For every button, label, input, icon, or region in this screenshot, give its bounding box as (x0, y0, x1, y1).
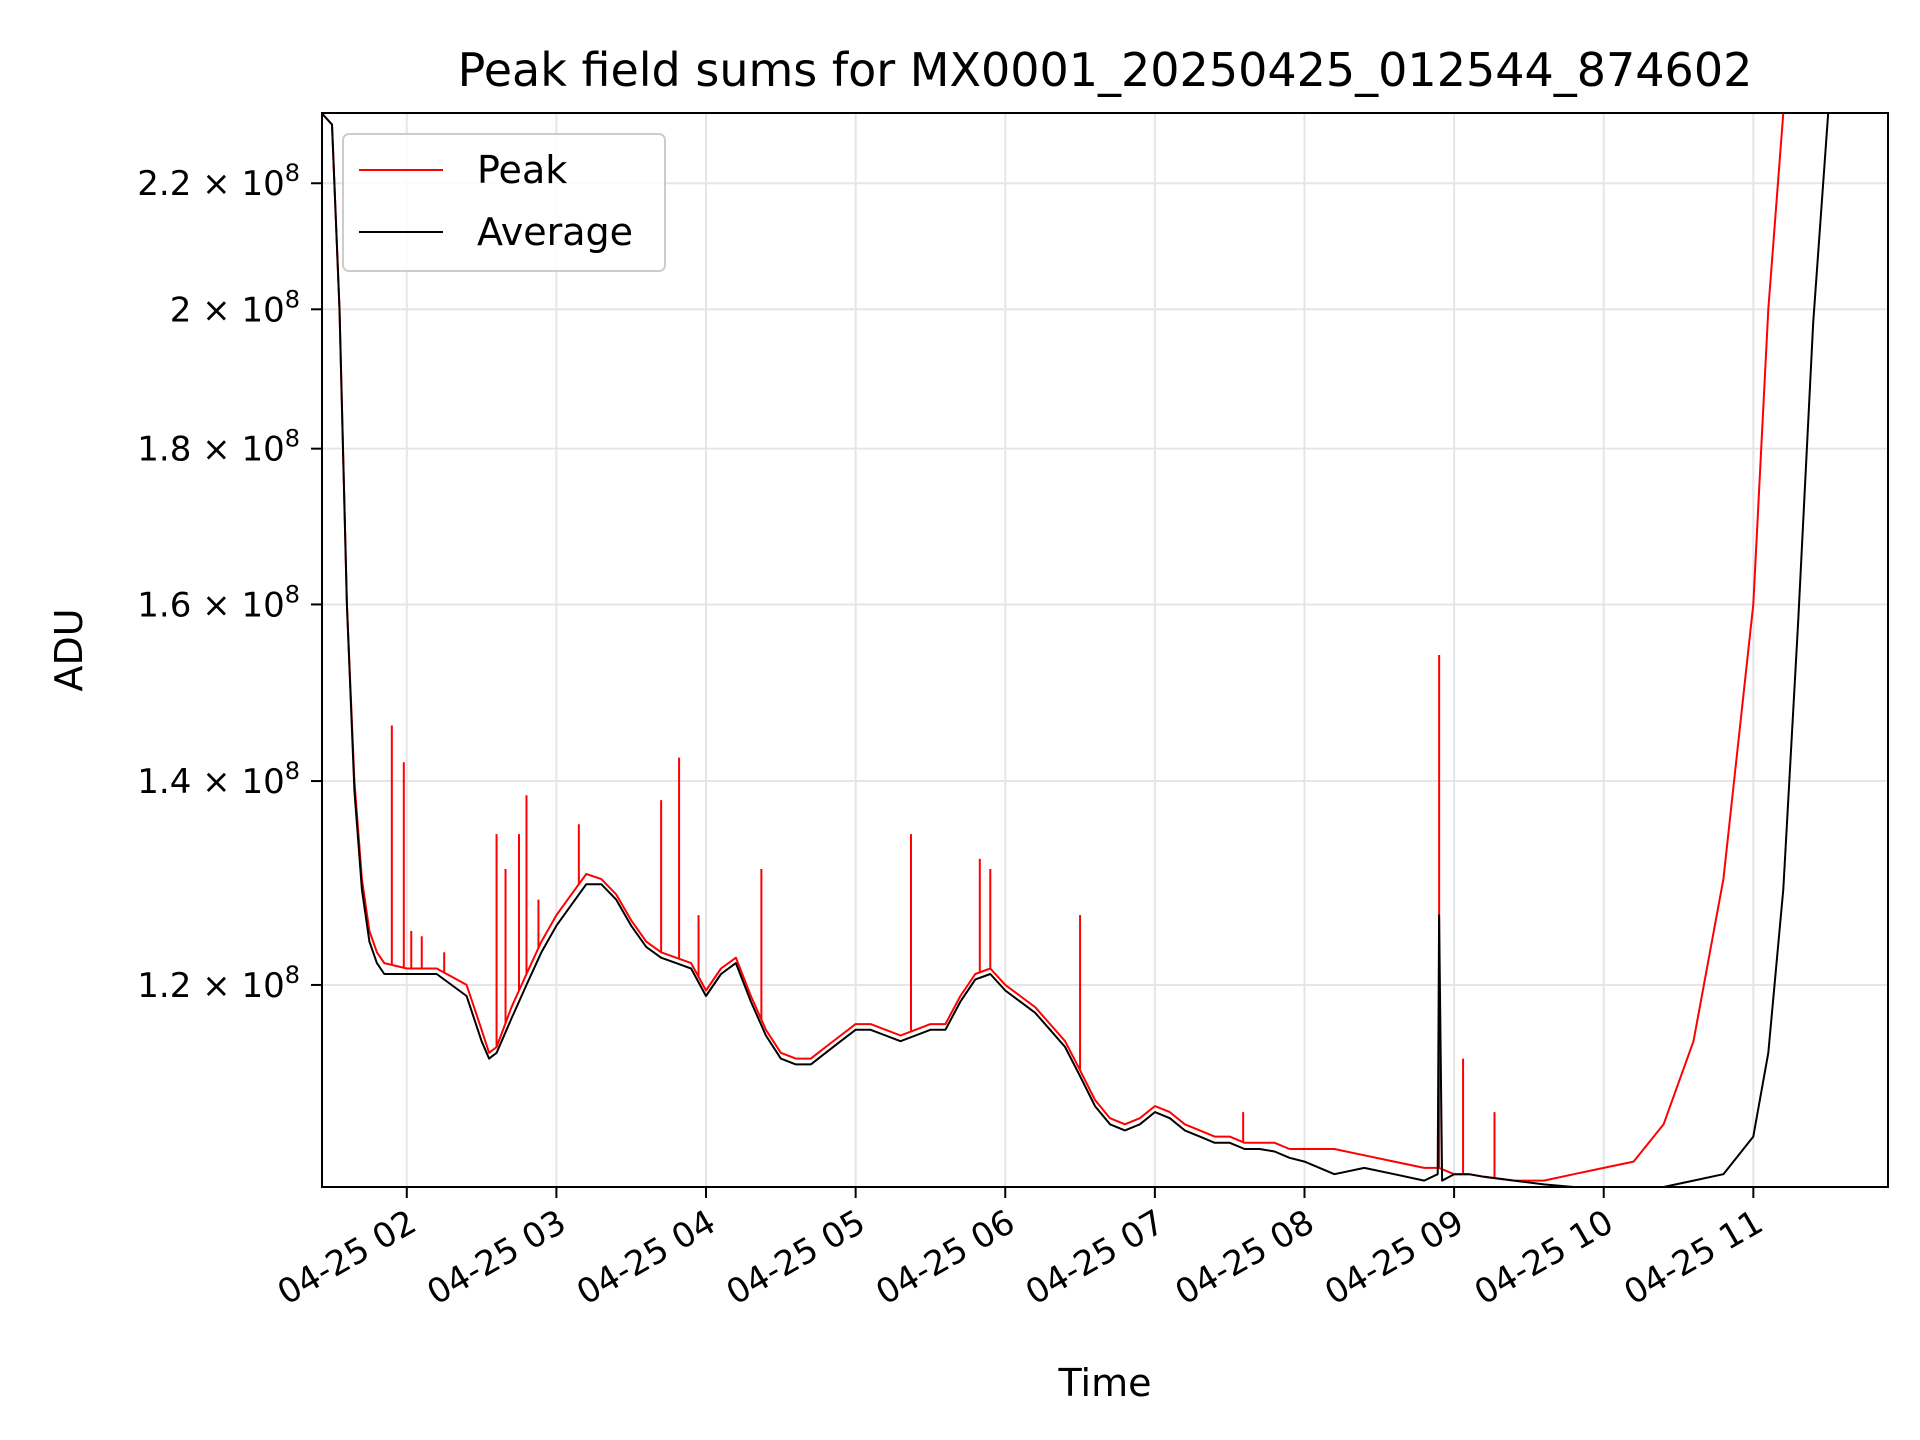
grid (322, 113, 1888, 1187)
y-tick-label: 2 × 108 (170, 285, 300, 330)
y-tick-label: 1.6 × 108 (137, 580, 300, 625)
y-axis-ticks: 1.2 × 108 1.4 × 108 1.6 × 108 1.8 × 108 2 × … (137, 159, 322, 1006)
chart-title: Peak field sums for MX0001_20250425_0125… (458, 43, 1753, 97)
x-axis-label: Time (1058, 1361, 1152, 1405)
legend-box (342, 133, 666, 272)
legend: Peak Average (342, 133, 666, 272)
legend-label-average: Average (477, 210, 633, 254)
y-tick-label: 1.2 × 108 (137, 961, 300, 1006)
y-tick-label: 2.2 × 108 (137, 159, 300, 204)
y-tick-label: 1.8 × 108 (137, 425, 300, 470)
y-axis-label: ADU (47, 608, 91, 691)
y-tick-label: 1.4 × 108 (137, 757, 300, 802)
series-line-peak (322, 113, 1873, 1182)
legend-label-peak: Peak (477, 148, 567, 192)
plot-frame (321, 112, 1889, 1188)
